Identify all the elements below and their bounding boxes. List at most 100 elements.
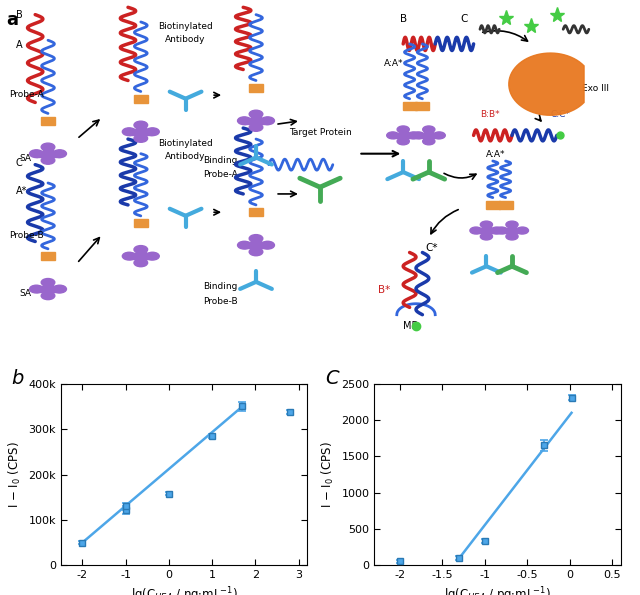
- Circle shape: [249, 124, 263, 131]
- Polygon shape: [509, 53, 584, 115]
- Circle shape: [387, 132, 399, 139]
- Circle shape: [29, 150, 43, 158]
- Bar: [249, 208, 263, 216]
- Bar: [249, 84, 263, 92]
- Bar: [502, 228, 522, 233]
- Bar: [482, 224, 491, 236]
- Circle shape: [122, 252, 136, 260]
- Bar: [393, 133, 413, 138]
- Circle shape: [41, 292, 55, 300]
- Text: A:A*: A:A*: [486, 151, 506, 159]
- Circle shape: [53, 150, 67, 158]
- Text: Biotinylated: Biotinylated: [158, 139, 213, 148]
- Bar: [508, 224, 516, 236]
- Circle shape: [408, 132, 420, 139]
- Circle shape: [481, 233, 493, 240]
- Circle shape: [433, 132, 445, 139]
- Text: C: C: [461, 14, 468, 24]
- Bar: [134, 219, 148, 227]
- Y-axis label: I − I$_0$ (CPS): I − I$_0$ (CPS): [320, 441, 336, 508]
- Text: C: C: [325, 369, 339, 389]
- Circle shape: [41, 143, 55, 151]
- Circle shape: [146, 252, 159, 260]
- Circle shape: [481, 221, 493, 228]
- Text: B: B: [400, 14, 407, 24]
- Text: Binding: Binding: [204, 282, 238, 291]
- Circle shape: [261, 117, 275, 124]
- Bar: [136, 125, 146, 139]
- Bar: [415, 102, 429, 110]
- Circle shape: [41, 278, 55, 286]
- Circle shape: [237, 242, 251, 249]
- Text: Target Protein: Target Protein: [289, 129, 351, 137]
- Circle shape: [470, 227, 482, 234]
- Bar: [499, 201, 513, 209]
- Bar: [43, 283, 53, 296]
- Bar: [419, 133, 439, 138]
- Bar: [244, 242, 268, 248]
- Bar: [41, 252, 55, 260]
- Circle shape: [516, 227, 529, 234]
- Bar: [36, 286, 60, 292]
- Text: Probe-A: Probe-A: [10, 90, 44, 99]
- Circle shape: [249, 110, 263, 118]
- Bar: [486, 201, 500, 209]
- Circle shape: [412, 132, 424, 139]
- Circle shape: [134, 121, 148, 129]
- Circle shape: [397, 126, 410, 133]
- Text: MB: MB: [403, 321, 419, 331]
- Y-axis label: I − I$_0$ (CPS): I − I$_0$ (CPS): [6, 441, 23, 508]
- Circle shape: [495, 227, 508, 234]
- Circle shape: [249, 248, 263, 256]
- Text: Probe-A: Probe-A: [204, 171, 238, 180]
- Circle shape: [506, 233, 518, 240]
- Text: SA: SA: [19, 289, 31, 299]
- Circle shape: [397, 138, 410, 145]
- Circle shape: [134, 134, 148, 142]
- Bar: [476, 228, 497, 233]
- Circle shape: [237, 117, 251, 124]
- Text: Biotinylated: Biotinylated: [158, 22, 213, 32]
- Text: A:A*: A:A*: [384, 59, 403, 68]
- Circle shape: [53, 285, 67, 293]
- Bar: [43, 147, 53, 160]
- Bar: [403, 102, 417, 110]
- Bar: [251, 239, 261, 252]
- Text: A*: A*: [16, 186, 28, 196]
- Circle shape: [122, 128, 136, 136]
- Bar: [244, 118, 268, 124]
- Circle shape: [134, 259, 148, 267]
- X-axis label: lg(C$_{HE4}$ / pg$\cdot$mL$^{-1}$): lg(C$_{HE4}$ / pg$\cdot$mL$^{-1}$): [444, 585, 551, 595]
- Bar: [129, 129, 152, 134]
- Circle shape: [41, 156, 55, 164]
- Text: Antibody: Antibody: [165, 152, 206, 161]
- Text: SA: SA: [19, 154, 31, 163]
- Text: C: C: [16, 158, 23, 168]
- Text: a: a: [6, 11, 19, 29]
- Bar: [136, 249, 146, 263]
- Circle shape: [134, 246, 148, 253]
- Text: B:B*: B:B*: [480, 110, 500, 119]
- Text: Exo III: Exo III: [582, 84, 609, 93]
- Circle shape: [249, 234, 263, 242]
- Bar: [251, 114, 261, 127]
- Circle shape: [146, 128, 159, 136]
- Circle shape: [423, 138, 435, 145]
- Text: Probe-B: Probe-B: [10, 231, 44, 240]
- Circle shape: [506, 221, 518, 228]
- X-axis label: lg(C$_{HE4}$ / ng$\cdot$mL$^{-1}$): lg(C$_{HE4}$ / ng$\cdot$mL$^{-1}$): [131, 585, 237, 595]
- Circle shape: [261, 242, 275, 249]
- Bar: [134, 95, 148, 103]
- Circle shape: [423, 126, 435, 133]
- Text: C:C*: C:C*: [550, 110, 570, 119]
- Bar: [129, 253, 152, 259]
- Text: B: B: [16, 10, 23, 20]
- Text: Antibody: Antibody: [165, 35, 206, 44]
- Bar: [399, 130, 408, 142]
- Bar: [41, 117, 55, 125]
- Circle shape: [491, 227, 503, 234]
- Text: Binding: Binding: [204, 156, 238, 165]
- Text: B*: B*: [378, 285, 390, 295]
- Circle shape: [29, 285, 43, 293]
- Text: C*: C*: [426, 243, 438, 253]
